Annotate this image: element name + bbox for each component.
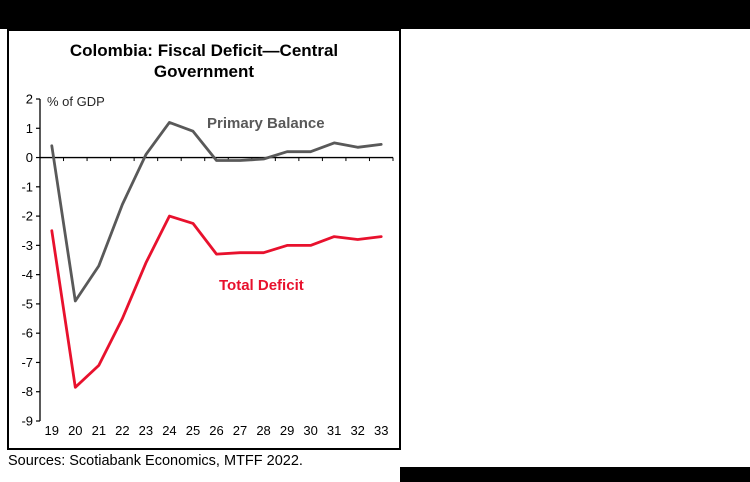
- svg-text:-6: -6: [21, 326, 33, 341]
- svg-text:-3: -3: [21, 238, 33, 253]
- svg-text:29: 29: [280, 423, 294, 438]
- svg-text:-8: -8: [21, 384, 33, 399]
- svg-text:21: 21: [92, 423, 106, 438]
- svg-text:-2: -2: [21, 209, 33, 224]
- source-text: Sources: Scotiabank Economics, MTFF 2022…: [8, 453, 303, 469]
- chart-title-line2: Government: [153, 62, 255, 81]
- svg-text:28: 28: [256, 423, 270, 438]
- svg-text:0: 0: [26, 150, 33, 165]
- top-black-bar: [0, 0, 750, 29]
- svg-text:27: 27: [233, 423, 247, 438]
- primary-balance-label: Primary Balance: [207, 115, 325, 132]
- svg-text:19: 19: [45, 423, 59, 438]
- svg-text:-9: -9: [21, 414, 33, 429]
- chart-title: Colombia: Fiscal Deficit—Central Governm…: [9, 40, 399, 82]
- svg-text:-1: -1: [21, 179, 33, 194]
- svg-text:33: 33: [374, 423, 388, 438]
- total-deficit-label: Total Deficit: [219, 277, 304, 294]
- svg-text:26: 26: [209, 423, 223, 438]
- svg-text:2: 2: [26, 92, 33, 107]
- bottom-black-bar: [400, 467, 750, 482]
- svg-text:25: 25: [186, 423, 200, 438]
- chart-plot: 210-1-2-3-4-5-6-7-8-919 20 21 22 23 24 25 26 27 2…: [21, 92, 394, 438]
- svg-text:24: 24: [162, 423, 176, 438]
- svg-text:32: 32: [350, 423, 364, 438]
- y-axis-unit-label: % of GDP: [47, 94, 105, 109]
- svg-text:31: 31: [327, 423, 341, 438]
- svg-text:-4: -4: [21, 267, 33, 282]
- svg-text:30: 30: [303, 423, 317, 438]
- svg-text:-7: -7: [21, 355, 33, 370]
- svg-text:-5: -5: [21, 296, 33, 311]
- chart-panel: Colombia: Fiscal Deficit—Central Governm…: [7, 29, 401, 450]
- svg-text:22: 22: [115, 423, 129, 438]
- svg-text:23: 23: [139, 423, 153, 438]
- svg-text:20: 20: [68, 423, 82, 438]
- chart-title-line1: Colombia: Fiscal Deficit—Central: [69, 41, 339, 60]
- svg-text:1: 1: [26, 121, 33, 136]
